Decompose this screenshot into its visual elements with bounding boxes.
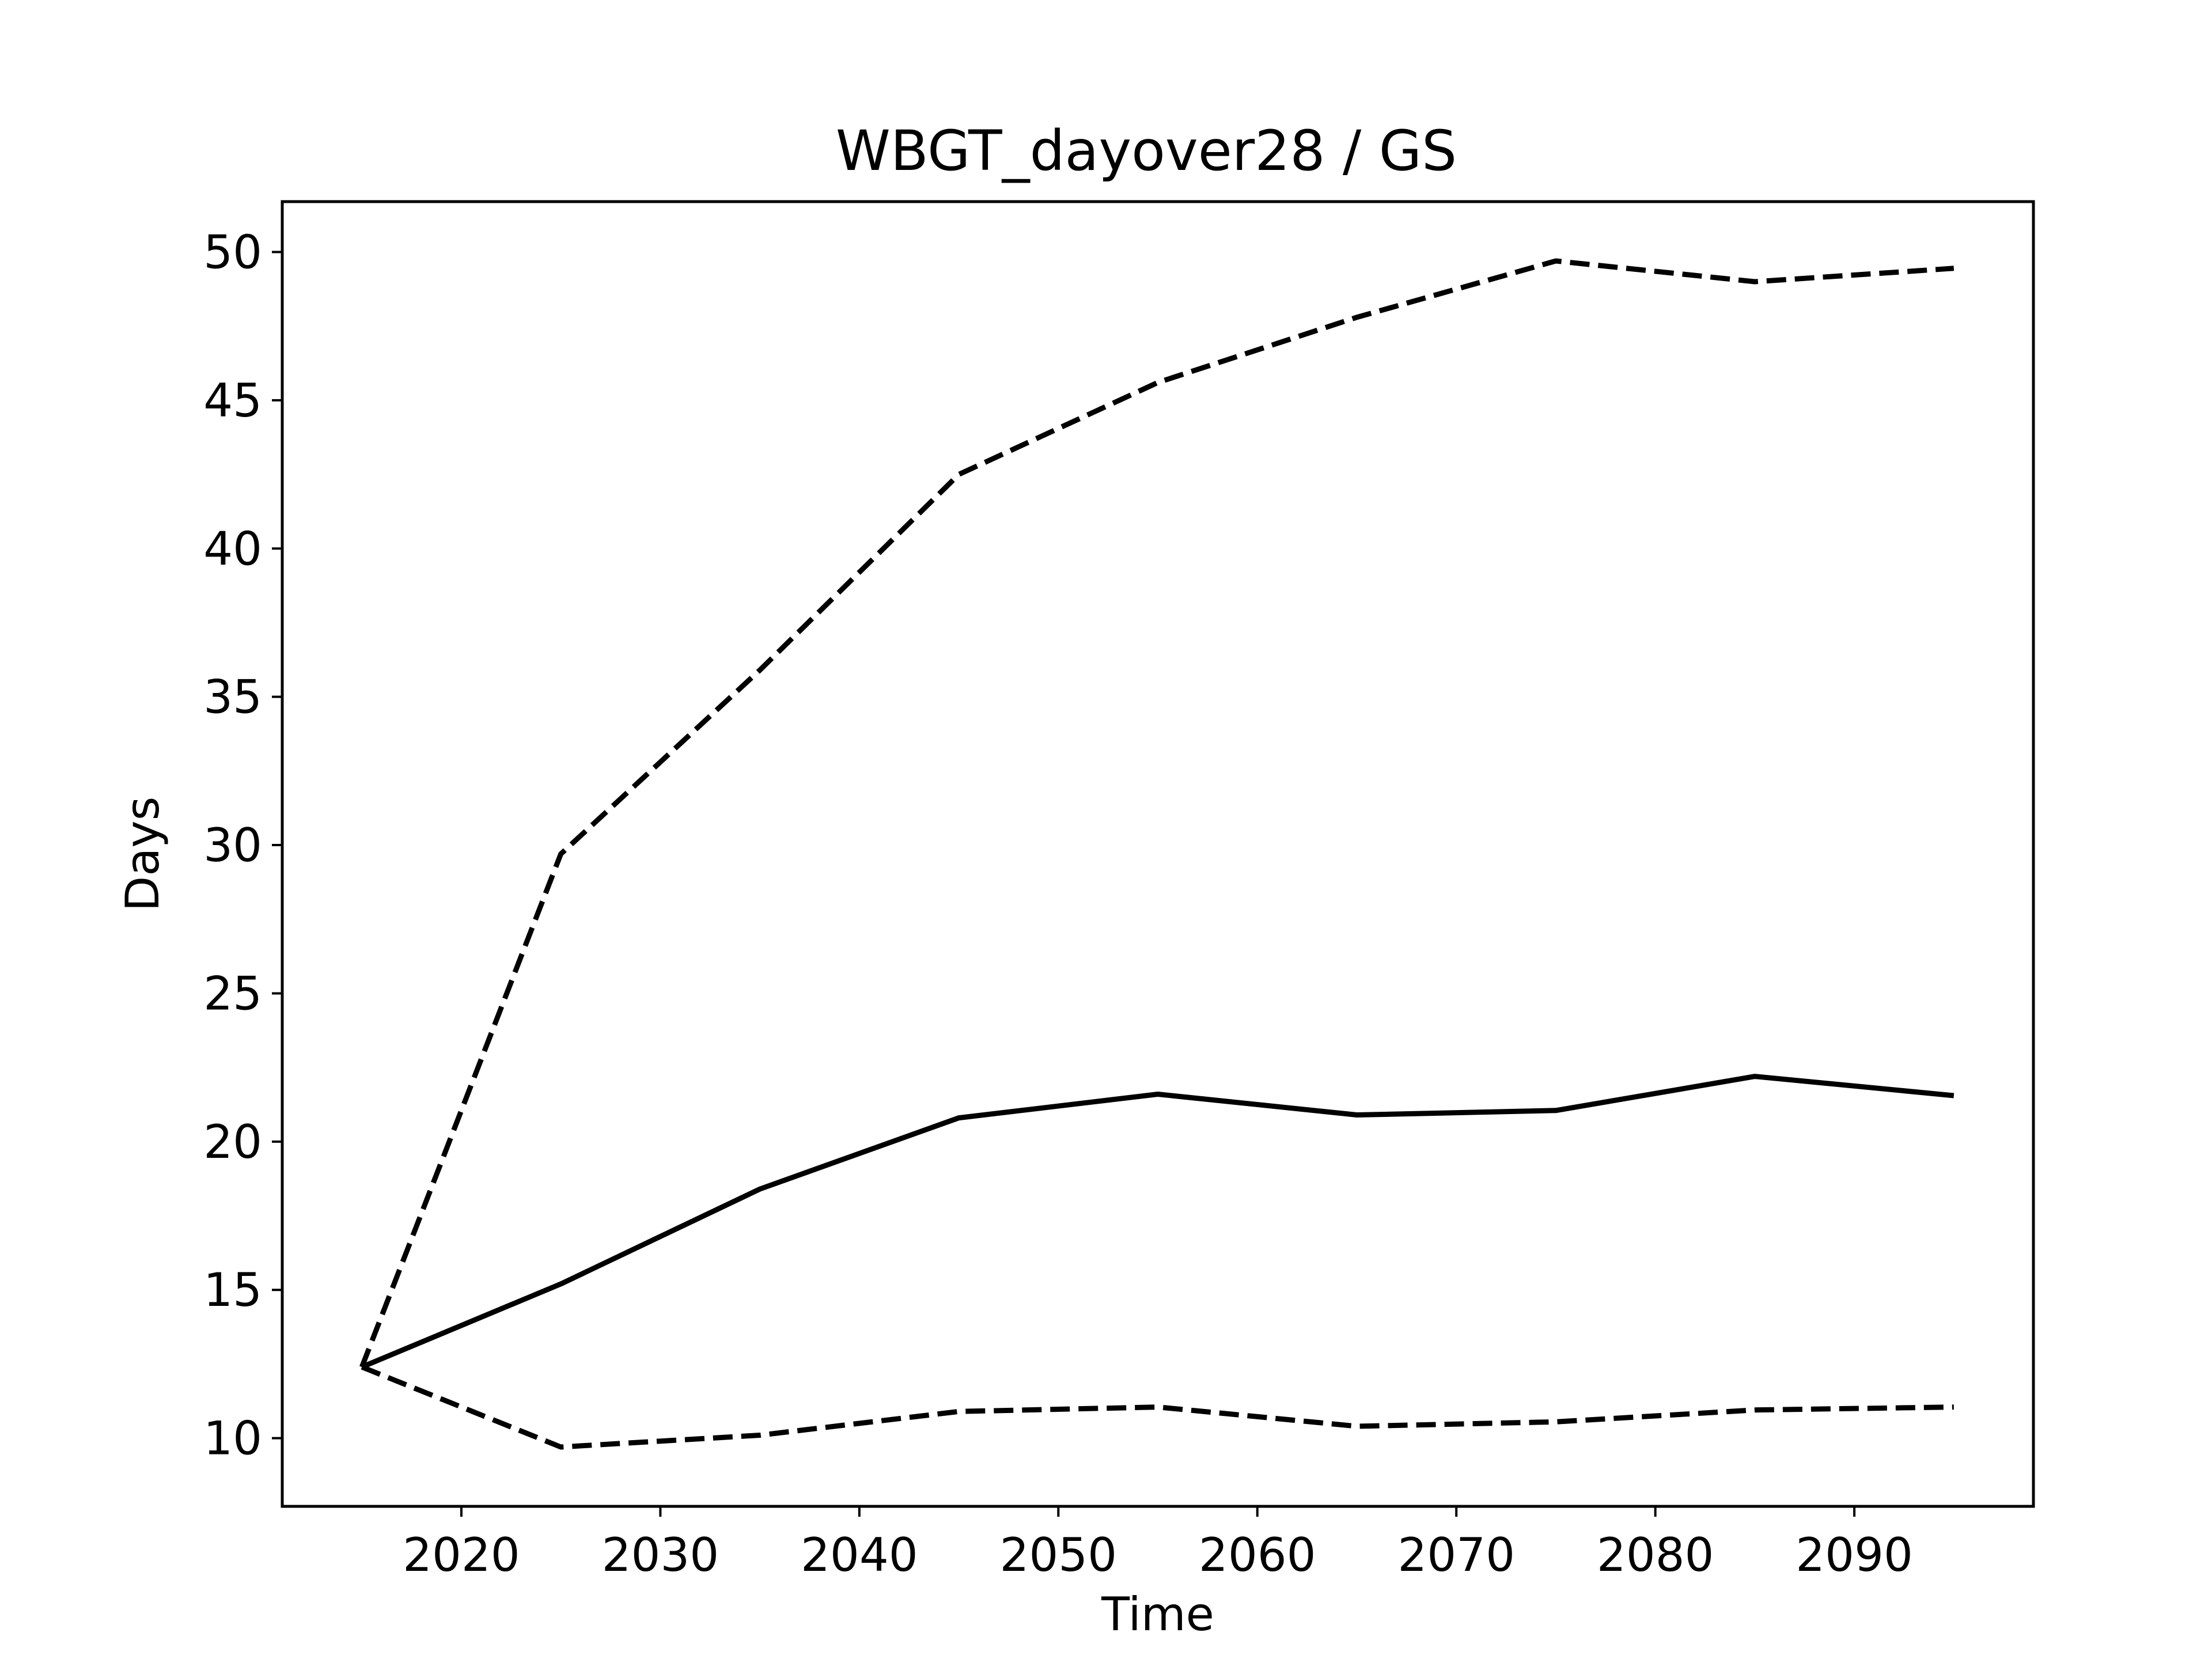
- series-line-3: [361, 1364, 1954, 1450]
- plot-area-frame: [281, 200, 2035, 1508]
- y-tick-label: 20: [203, 1115, 262, 1169]
- y-tick-label: 10: [203, 1412, 262, 1465]
- x-axis-label: Time: [1101, 1588, 1214, 1641]
- y-tick-label: 40: [203, 522, 262, 575]
- y-tick-label: 30: [203, 819, 262, 872]
- y-axis-label: Days: [116, 797, 169, 912]
- x-tick-label: 2080: [1597, 1528, 1714, 1582]
- y-tick-label: 25: [203, 967, 262, 1020]
- y-tick-label: 45: [203, 374, 262, 427]
- x-axis: 2020 2030 2040 2050 2060 2070 2080 2090: [403, 1506, 1913, 1582]
- series-line-2: [359, 258, 1955, 1368]
- x-tick-label: 2050: [999, 1528, 1117, 1582]
- x-tick-label: 2060: [1199, 1528, 1316, 1582]
- x-tick-label: 2070: [1397, 1528, 1515, 1582]
- x-tick-label: 2020: [403, 1528, 520, 1582]
- y-axis: 10 15 20 25 30 35 40 45 50: [203, 226, 282, 1465]
- x-tick-label: 2030: [602, 1528, 719, 1582]
- x-tick-label: 2090: [1796, 1528, 1913, 1582]
- chart-title: WBGT_dayover28 / GS: [836, 119, 1457, 183]
- series-line-1: [361, 1074, 1955, 1370]
- x-tick-label: 2040: [801, 1528, 918, 1582]
- y-tick-label: 50: [203, 226, 262, 279]
- plot-series: [359, 258, 1955, 1450]
- y-tick-label: 35: [203, 671, 262, 724]
- y-tick-label: 15: [203, 1263, 262, 1317]
